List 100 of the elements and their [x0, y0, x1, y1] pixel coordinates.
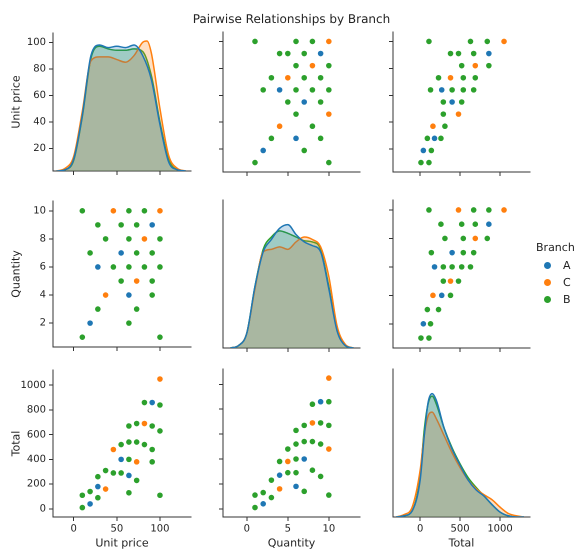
point [429, 122, 437, 130]
point [102, 485, 110, 493]
point [125, 207, 132, 214]
point [300, 422, 308, 429]
point [425, 334, 433, 342]
x-tick-label: 5 [284, 524, 291, 535]
point [317, 440, 324, 448]
point [454, 278, 462, 285]
point [268, 74, 275, 82]
point [276, 86, 284, 94]
point [300, 438, 308, 446]
point [458, 98, 466, 106]
point [140, 235, 148, 243]
point [417, 334, 425, 342]
point [438, 86, 446, 94]
point [125, 489, 132, 496]
point [118, 469, 125, 477]
point [102, 235, 110, 243]
x-axis-title: Quantity [268, 536, 316, 550]
point [148, 422, 156, 430]
y-tick-label: 200 [26, 478, 46, 490]
x-tick-label: 100 [150, 524, 170, 535]
point [308, 122, 316, 130]
point [94, 305, 102, 313]
point [500, 38, 508, 46]
point [284, 445, 292, 453]
point [434, 74, 442, 82]
point [437, 220, 445, 228]
point [86, 320, 94, 327]
point [148, 221, 156, 228]
point [140, 263, 148, 271]
point [156, 207, 164, 214]
point [325, 422, 332, 429]
point [458, 220, 466, 228]
x-tick-label: 0 [244, 524, 250, 535]
point [133, 277, 140, 285]
point [292, 455, 300, 463]
point [118, 221, 125, 228]
x-tick-label: 10 [322, 524, 336, 535]
point [460, 234, 467, 242]
y-tick-label: 80 [33, 63, 46, 74]
point [292, 440, 300, 448]
point [437, 134, 445, 142]
point [470, 249, 478, 256]
point [428, 146, 435, 154]
point [466, 263, 474, 270]
point [448, 98, 456, 106]
point [78, 334, 86, 341]
point [417, 158, 425, 166]
point [148, 458, 156, 466]
point [292, 86, 300, 94]
point [325, 158, 332, 166]
point [446, 292, 454, 299]
point [430, 263, 438, 270]
point [438, 292, 446, 299]
y-tick-label: 20 [33, 143, 46, 154]
point [94, 494, 102, 502]
point [268, 134, 275, 142]
point [300, 146, 308, 154]
point [485, 62, 492, 70]
point [118, 277, 125, 285]
point [317, 98, 324, 106]
point [317, 74, 324, 82]
point [110, 446, 117, 454]
y-tick-label: 10 [33, 205, 46, 216]
point [156, 492, 164, 499]
y-axis-title: Total [9, 430, 22, 458]
point [448, 249, 456, 256]
x-tick-label: 500 [450, 524, 470, 535]
point [94, 482, 102, 490]
point [440, 278, 447, 285]
point [284, 458, 292, 466]
point [78, 207, 86, 214]
point [485, 206, 492, 214]
point [317, 398, 324, 406]
x-axis-title: Total [448, 536, 474, 550]
point [325, 86, 332, 94]
point [425, 206, 433, 214]
point [140, 207, 148, 214]
point [148, 277, 156, 285]
point [454, 206, 462, 214]
point [292, 482, 300, 490]
point [260, 489, 267, 496]
point [429, 292, 437, 299]
point [470, 206, 478, 214]
point [446, 50, 454, 58]
point [292, 134, 300, 142]
point [125, 320, 132, 327]
point [430, 134, 438, 142]
point [500, 206, 508, 214]
point [446, 278, 454, 285]
point [472, 234, 479, 242]
point [86, 488, 94, 496]
point [156, 427, 164, 435]
point [156, 375, 164, 383]
point [308, 438, 316, 446]
point [133, 305, 140, 313]
point [426, 86, 434, 94]
point [325, 38, 332, 46]
point [325, 491, 332, 499]
